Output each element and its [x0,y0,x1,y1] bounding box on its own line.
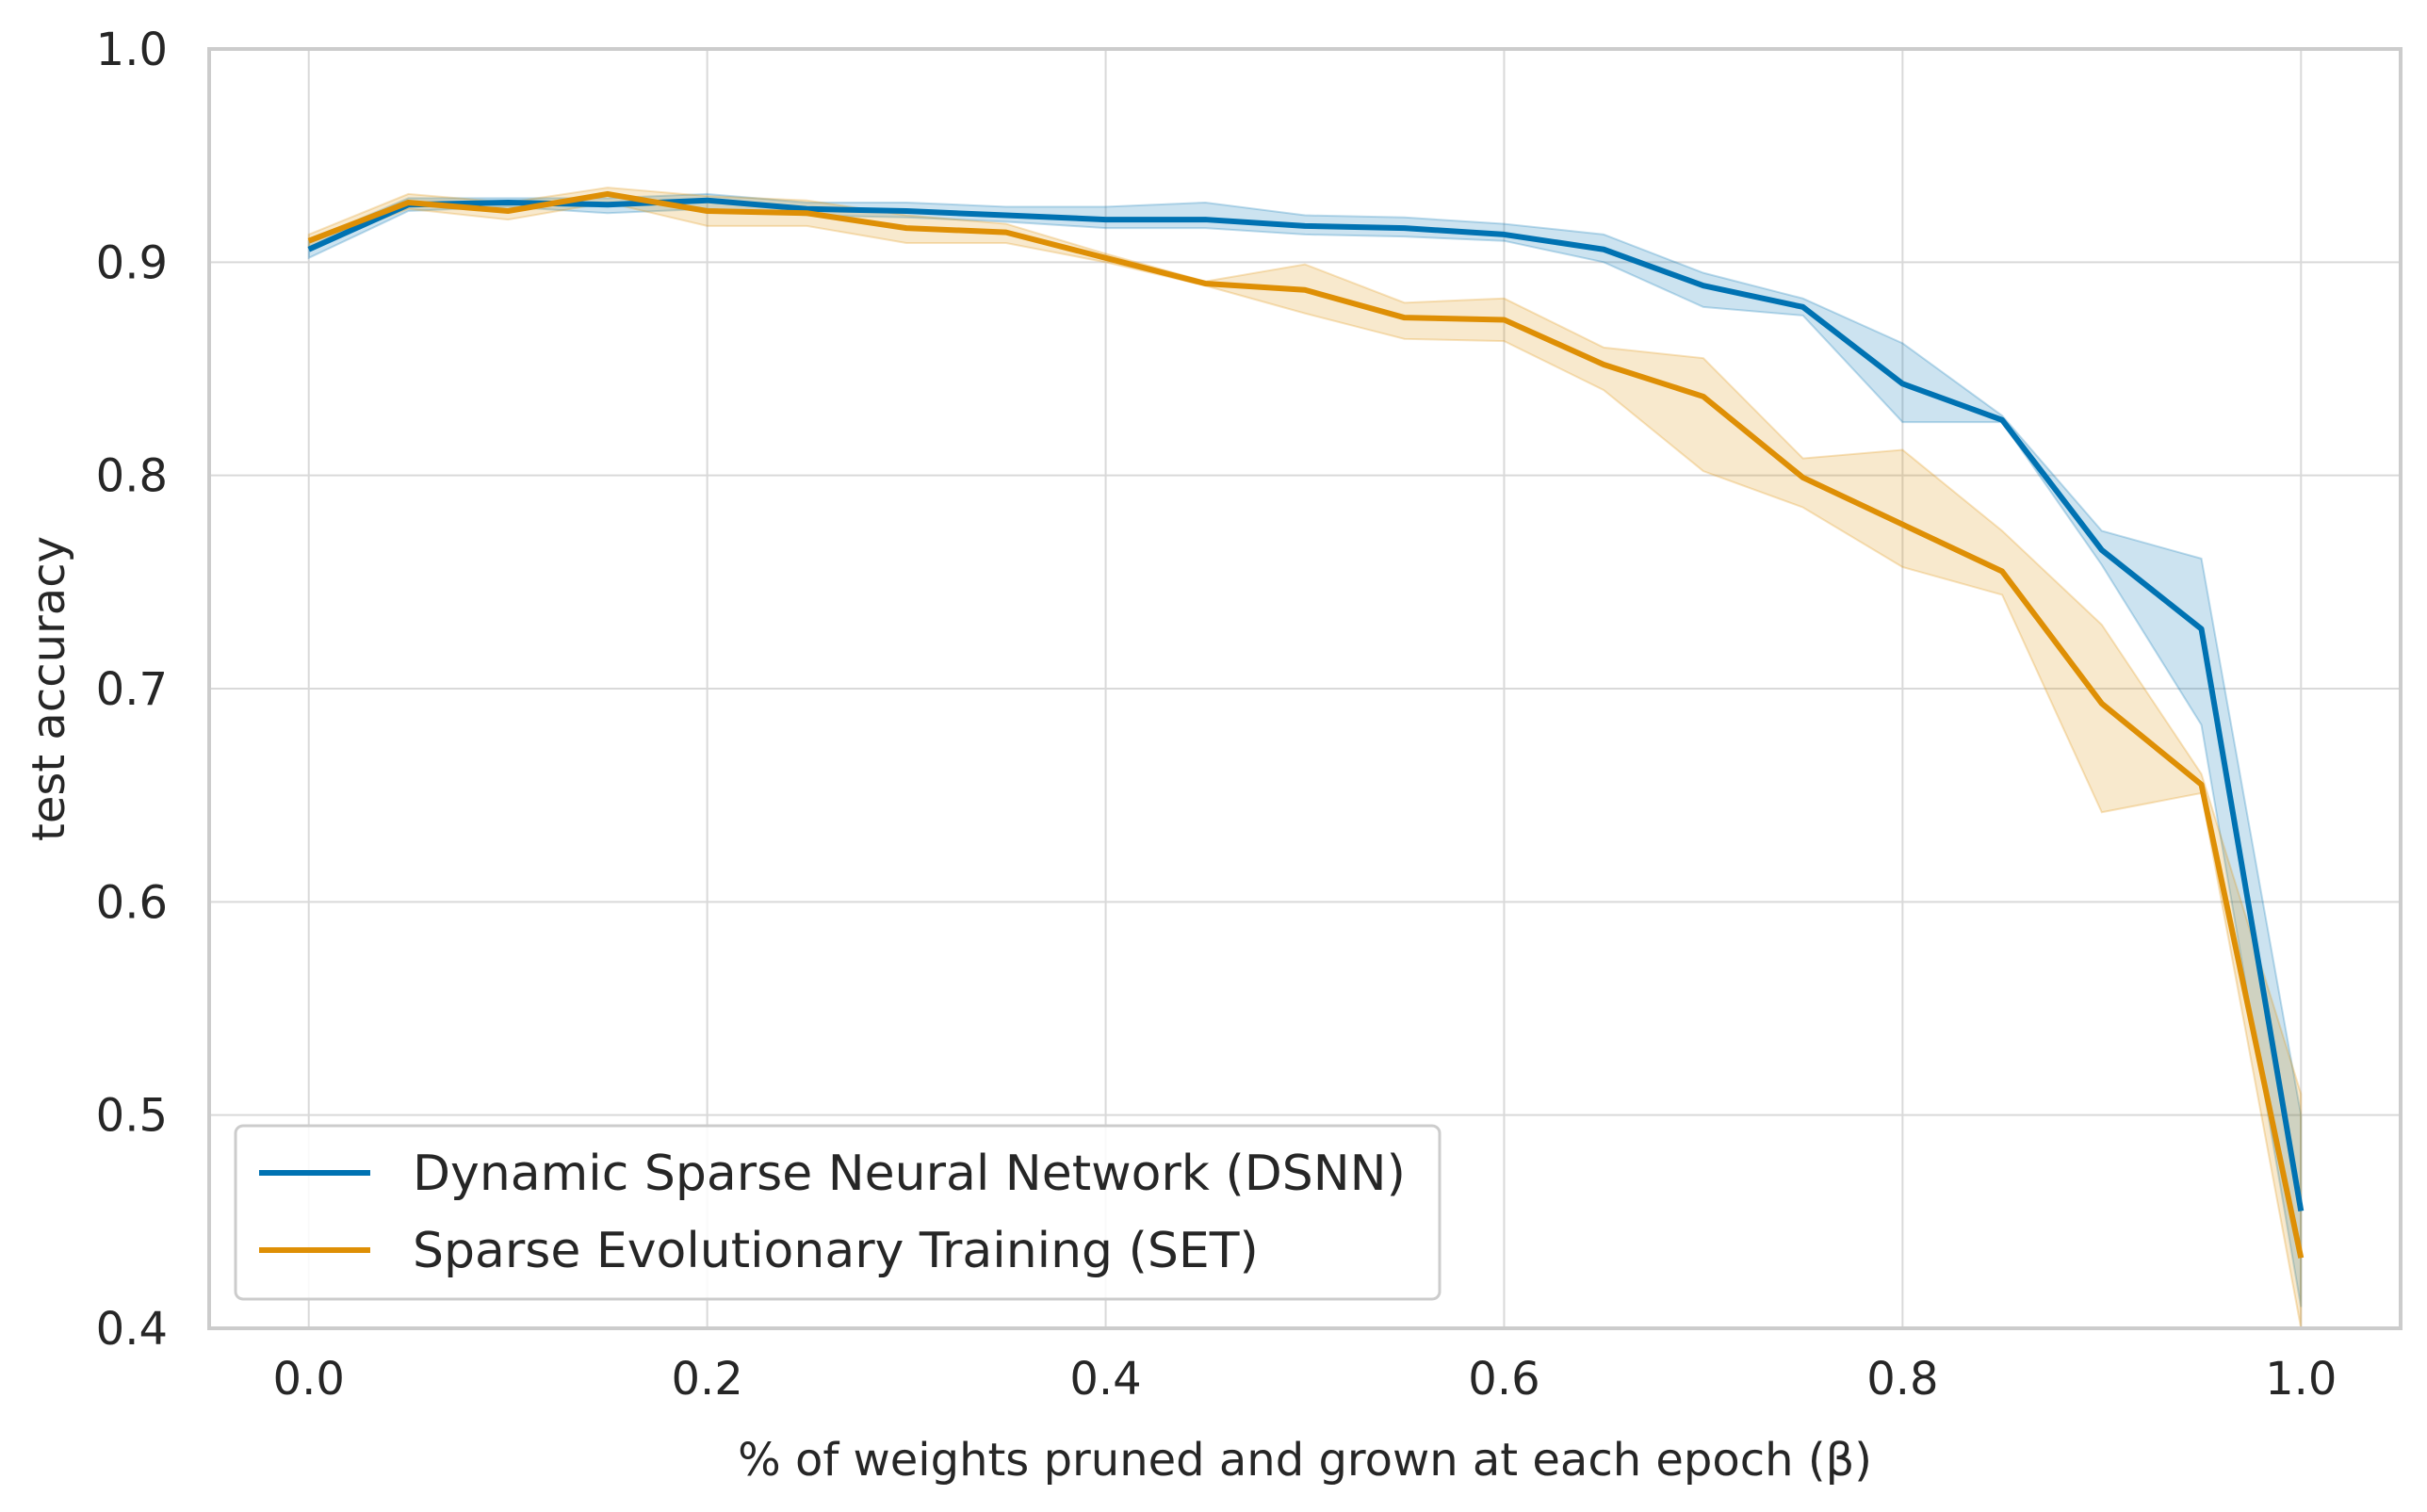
y-tick-label: 0.4 [96,1303,168,1356]
x-tick-label: 0.8 [1866,1353,1938,1406]
x-tick-label: 0.2 [671,1353,742,1406]
x-tick-label: 0.6 [1468,1353,1539,1406]
x-tick-label: 0.4 [1069,1353,1141,1406]
x-axis-title: % of weights pruned and grown at each ep… [738,1434,1872,1487]
series-lines [307,190,2305,1259]
y-tick-labels: 0.4 0.5 0.6 0.7 0.8 0.9 1.0 [96,24,168,1356]
y-tick-label: 1.0 [96,24,168,76]
x-tick-label: 0.0 [273,1353,345,1406]
x-tick-label: 1.0 [2265,1353,2337,1406]
legend-label-set: Sparse Evolutionary Training (SET) [413,1223,1259,1279]
legend-box [234,1124,1442,1301]
y-tick-label: 0.8 [96,450,168,503]
series-line-1 [307,190,2305,1259]
y-axis-title: test accuracy [23,536,75,841]
plot-frame [207,47,2403,1330]
legend-label-dsnn: Dynamic Sparse Neural Network (DSNN) [413,1146,1406,1202]
y-tick-label: 0.6 [96,876,168,929]
y-tick-label: 0.7 [96,663,168,716]
series-line-0 [307,197,2305,1212]
y-tick-label: 0.9 [96,236,168,289]
confidence-band-0 [307,192,2303,1308]
x-tick-labels: 0.0 0.2 0.4 0.6 0.8 1.0 [273,1353,2337,1406]
legend: Dynamic Sparse Neural Network (DSNN) Spa… [234,1124,1442,1301]
y-tick-label: 0.5 [96,1090,168,1143]
